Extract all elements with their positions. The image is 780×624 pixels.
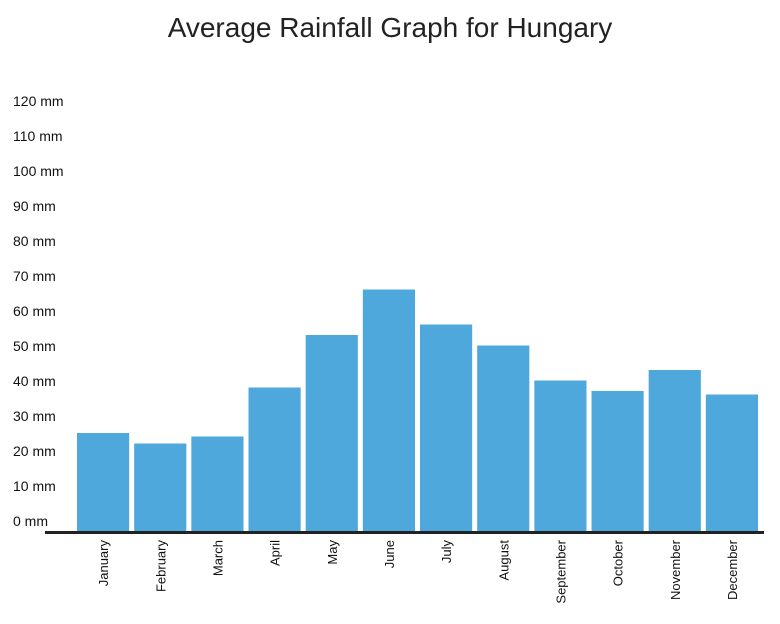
y-tick-label: 80 mm: [13, 233, 56, 249]
bar: [648, 370, 701, 531]
y-tick-label: 10 mm: [13, 478, 56, 494]
x-tick-label: August: [496, 540, 511, 581]
x-tick-label: September: [553, 539, 568, 603]
chart-title: Average Rainfall Graph for Hungary: [167, 12, 613, 43]
bars: [77, 289, 758, 531]
y-tick-label: 50 mm: [13, 338, 56, 354]
x-tick-label: December: [725, 539, 740, 600]
x-tick-label: November: [668, 539, 683, 600]
bar: [248, 387, 301, 531]
x-tick-label: March: [210, 540, 225, 576]
bar: [534, 380, 587, 531]
bar: [191, 436, 244, 531]
y-tick-label: 100 mm: [13, 163, 64, 179]
bar: [705, 394, 758, 531]
bar: [420, 324, 473, 531]
x-tick-label: May: [325, 540, 340, 565]
bar: [305, 335, 358, 531]
x-tick-label: July: [439, 540, 454, 564]
x-tick-label: April: [268, 540, 283, 566]
x-tick-label: June: [382, 540, 397, 568]
y-axis-ticks: 0 mm 10 mm 20 mm 30 mm 40 mm 50 mm 60 mm 70 mm 8…: [13, 93, 64, 529]
y-tick-label: 110 mm: [13, 128, 63, 144]
y-tick-label: 60 mm: [13, 303, 56, 319]
x-tick-label: October: [611, 539, 626, 586]
y-tick-label: 70 mm: [13, 268, 56, 284]
bar: [591, 391, 644, 531]
y-tick-label: 0 mm: [13, 513, 48, 529]
bar: [77, 433, 130, 531]
y-tick-label: 40 mm: [13, 373, 56, 389]
bar: [362, 289, 415, 531]
y-tick-label: 120 mm: [13, 93, 64, 109]
bar: [477, 345, 530, 531]
x-axis-ticks: January February March April May June July Augu…: [96, 539, 740, 603]
bar: [134, 443, 187, 531]
y-tick-label: 30 mm: [13, 408, 56, 424]
y-tick-label: 90 mm: [13, 198, 56, 214]
x-tick-label: January: [96, 540, 111, 587]
x-tick-label: February: [153, 540, 168, 593]
y-tick-label: 20 mm: [13, 443, 56, 459]
